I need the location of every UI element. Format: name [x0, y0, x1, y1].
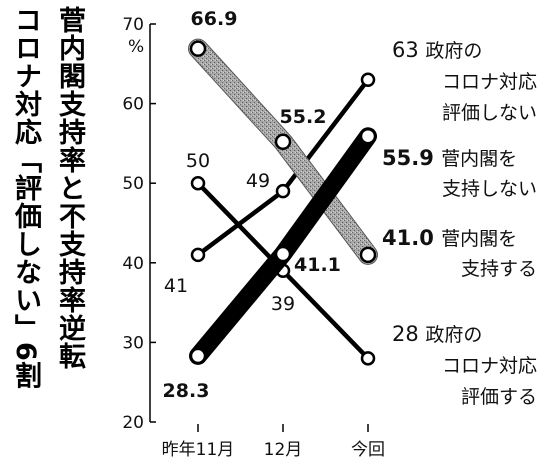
data-point [189, 40, 207, 57]
y-tick-label: 20 [122, 413, 144, 433]
series [188, 38, 378, 366]
x-tick-label: 昨年11月 [162, 440, 235, 460]
data-point [274, 245, 292, 263]
data-label: 50 [186, 150, 210, 172]
y-unit-label: % [128, 37, 144, 57]
chart-title: 菅内閣支持率と不支持率逆転 [54, 6, 85, 370]
data-label: 28.3 [163, 380, 210, 402]
y-tick-label: 30 [122, 333, 144, 353]
data-point [189, 347, 207, 365]
data-point [274, 133, 292, 151]
series-annotation-line: 支持する [461, 258, 537, 280]
series-line [189, 39, 377, 264]
x-tick-label: 今回 [351, 440, 385, 460]
data-point [359, 127, 377, 145]
y-tick-label: 60 [122, 95, 144, 115]
series-annotation-line: コロナ対応 [442, 355, 537, 377]
series-annotation: 41.0 菅内閣を [382, 226, 517, 250]
y-tick-label: 40 [122, 254, 144, 274]
series-annotation-line: 評価しない [442, 102, 537, 124]
data-label: 41 [164, 275, 188, 297]
axes: 20 30 40 50 60 70% 昨年11月 12月 今回 [122, 15, 385, 460]
y-tick-label: 70 [122, 15, 144, 35]
data-point [360, 351, 376, 366]
data-point [275, 183, 291, 199]
series-annotation: 28 政府の [392, 322, 482, 346]
data-label: 41.1 [294, 254, 341, 276]
series-annotation: 55.9 菅内閣を [382, 146, 517, 170]
data-point [190, 247, 206, 263]
series-annotation-line: 支持しない [442, 178, 537, 200]
data-label: 55.2 [280, 106, 327, 128]
chart-subtitle: コロナ対応「評価しない」6割 [10, 6, 41, 390]
series-annotation-line: 評価する [461, 386, 537, 408]
data-label: 66.9 [191, 8, 238, 30]
data-label: 39 [271, 293, 295, 315]
x-tick-label: 12月 [264, 440, 303, 460]
series-annotation-line: コロナ対応 [442, 71, 537, 93]
data-labels: 28.3 41.1 66.9 55.2 41 49 50 39 [163, 8, 341, 402]
y-tick-label: 50 [122, 174, 144, 194]
data-label: 49 [246, 170, 270, 192]
series-annotation: 63 政府の [392, 38, 482, 62]
data-point [360, 72, 376, 87]
data-point [359, 246, 377, 264]
data-point [190, 175, 206, 191]
